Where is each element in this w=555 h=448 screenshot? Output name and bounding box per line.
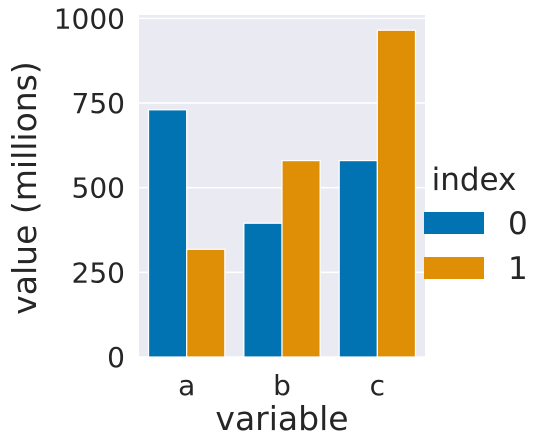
bar-b-series-1 [281,160,321,358]
x-axis-title: variable [215,399,348,438]
legend-title: index [432,162,517,198]
y-tick-label: 0 [107,341,125,374]
legend-label: 0 [508,206,528,242]
y-axis-ticks: 0 250 500 750 1000 [54,2,125,374]
y-tick-label: 500 [72,172,125,205]
legend-label: 1 [508,251,528,287]
legend: index 0 1 [424,162,528,287]
bar-a-series-1 [186,248,226,358]
x-tick-label: c [370,369,385,402]
bar-c-series-1 [376,29,417,358]
x-tick-label: a [178,369,195,402]
bars [147,29,417,358]
y-axis-title: value (millions) [5,61,44,315]
y-tick-label: 750 [72,87,125,120]
x-axis-ticks: a b c [178,369,385,402]
y-tick-label: 1000 [54,2,125,35]
bar-c-series-0 [338,160,378,358]
x-tick-label: b [273,369,291,402]
y-tick-label: 250 [72,256,125,289]
bar-b-series-0 [243,222,283,358]
legend-swatch-0 [424,212,484,234]
bar-a-series-0 [147,109,188,358]
legend-swatch-1 [424,257,484,279]
